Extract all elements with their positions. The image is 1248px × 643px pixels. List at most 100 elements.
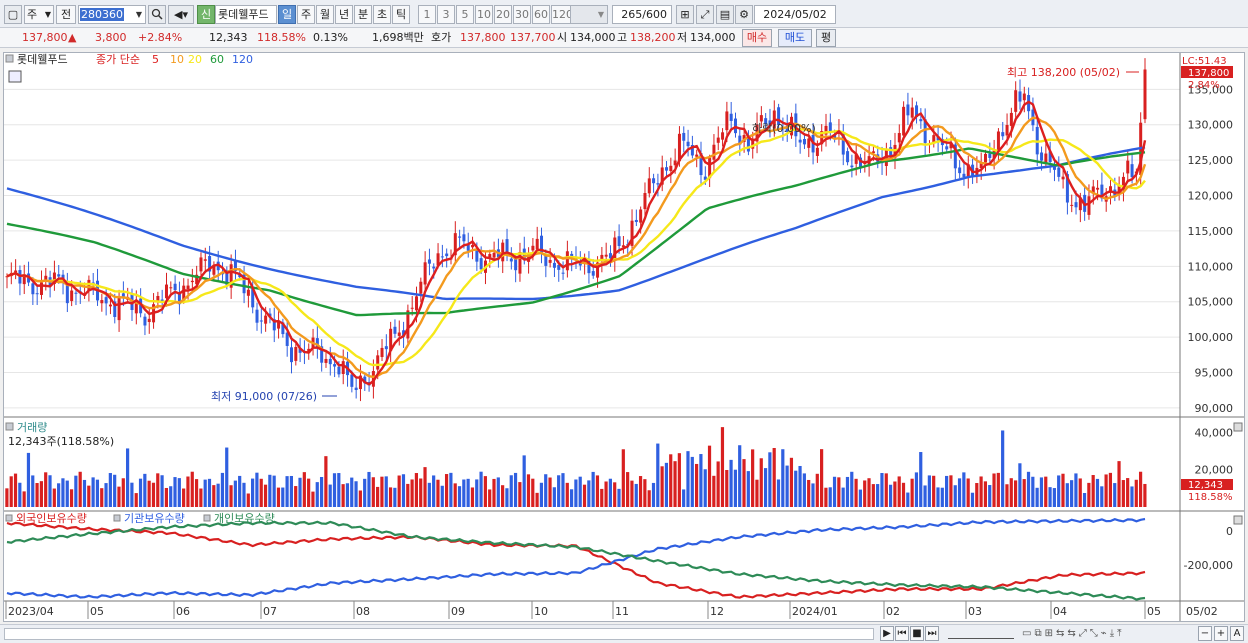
candle-body (74, 292, 78, 294)
volume-bar (638, 476, 643, 507)
y-axis-label: 100,000 (1188, 331, 1234, 344)
eval-button[interactable]: 평 (816, 29, 836, 47)
volume-bar (600, 488, 604, 507)
interval-dropdown[interactable]: ▼ (570, 5, 608, 24)
scrollbar[interactable] (4, 628, 874, 640)
volume-bar (345, 483, 350, 507)
candle-body (548, 259, 552, 263)
interval-button[interactable]: 20 (494, 5, 512, 24)
period-tab[interactable]: 틱 (392, 5, 410, 24)
candle-body (699, 153, 703, 176)
volume-bar (979, 476, 983, 507)
sell-button[interactable]: 매도 (778, 29, 812, 47)
stock-code-input[interactable]: 280360 ▼ (78, 5, 146, 24)
interval-button[interactable]: 5 (456, 5, 474, 24)
period-tab[interactable]: 일 (278, 5, 296, 24)
period-tab[interactable]: 월 (316, 5, 334, 24)
interval-button[interactable]: 10 (475, 5, 493, 24)
period-tab[interactable]: 분 (354, 5, 372, 24)
gear-icon[interactable]: ⚙ (735, 5, 753, 24)
buy-button[interactable]: 매수 (742, 29, 772, 47)
period-tab[interactable]: 초 (373, 5, 391, 24)
volume-bar (440, 485, 444, 507)
pattern-icon[interactable]: ⤢ (696, 5, 714, 24)
play-button[interactable]: ▶ (880, 626, 894, 641)
candle-body (44, 275, 48, 282)
candle-body (363, 376, 367, 384)
interval-button[interactable]: 60 (532, 5, 550, 24)
interval-button[interactable]: 1 (418, 5, 436, 24)
volume-bar (880, 472, 884, 507)
volume-bar (505, 488, 509, 507)
y-axis-label: 115,000 (1188, 225, 1234, 238)
zoom-in-button[interactable]: + (1214, 626, 1228, 641)
legend-series: 종가 단순 (96, 53, 140, 66)
ma-legend: 5 10 20 60 120 (152, 53, 253, 66)
interval-button[interactable]: 120 (551, 5, 573, 24)
interval-button[interactable]: 30 (513, 5, 531, 24)
ma-line (6, 146, 1146, 301)
stop-button[interactable]: ■ (910, 626, 924, 641)
volume-bar (48, 475, 52, 507)
period-tab[interactable]: 년 (335, 5, 353, 24)
volume-bar (91, 477, 95, 507)
change-arrow: ▲ (68, 31, 77, 44)
calculator-icon[interactable] (8, 70, 22, 83)
zoom-out-button[interactable]: − (1198, 626, 1212, 641)
candle-body (587, 260, 591, 274)
candle-body (1126, 160, 1130, 174)
chart-area[interactable]: 135,000 130,000 125,000 120,000 115,000 110,0… (3, 52, 1245, 622)
volume-bar (384, 476, 388, 507)
candle-body (764, 118, 768, 124)
candle-body (35, 293, 39, 295)
chevron-down-icon: ▼ (135, 10, 142, 19)
candle-body (229, 264, 233, 288)
volume-bar (216, 483, 220, 507)
stock-chart[interactable]: 135,000 130,000 125,000 120,000 115,000 110,0… (4, 53, 1244, 621)
volume-bar (897, 476, 901, 507)
volume-bar (376, 486, 380, 507)
period-tab[interactable]: 주 (297, 5, 315, 24)
x-axis-labels: 2023/04 05 06 07 08 09 10 11 12 2024/01 02 03 04 05 05… (5, 601, 1218, 619)
forward-button[interactable]: ⏭ (925, 626, 939, 641)
volume-pct-tag: 118.58% (1188, 492, 1233, 503)
holding-panel-close[interactable] (1233, 515, 1243, 525)
volume-bar (513, 472, 518, 507)
rewind-button[interactable]: ⏮ (895, 626, 909, 641)
volume-bar (151, 482, 156, 507)
interval-button[interactable]: 3 (437, 5, 455, 24)
sound-icon[interactable]: ◀▾ (168, 5, 194, 24)
candle-body (1048, 151, 1052, 163)
auto-zoom-button[interactable]: A (1230, 626, 1244, 641)
bottom-bar: ▶ ⏮ ■ ⏭ ▭⧉⊞⇆⇆⤢⤡⌁⤓⤒ − + A (0, 624, 1248, 643)
volume-bar (1061, 473, 1065, 507)
low-label: 저 (677, 31, 688, 44)
date-input[interactable]: 2024/05/02 (754, 5, 836, 24)
save-icon[interactable]: ▤ (716, 5, 734, 24)
candle-body (87, 279, 91, 292)
all-button[interactable]: 전 (56, 5, 76, 24)
volume-bar (789, 457, 794, 507)
volume-bar (44, 472, 48, 507)
open-price: 134,000 (570, 31, 616, 44)
volume-bar (380, 476, 384, 507)
volume-bar (578, 476, 582, 507)
candle-body (854, 154, 858, 164)
market-select[interactable]: 주 ▼ (24, 5, 54, 24)
volume-bar (867, 478, 871, 507)
search-icon[interactable] (148, 5, 166, 24)
speed-slider[interactable] (948, 629, 1014, 639)
volume-panel-close[interactable] (1233, 422, 1243, 432)
candle-body (949, 143, 953, 149)
candle-body (677, 133, 681, 162)
volume-bar (466, 478, 470, 507)
candle-body (932, 135, 936, 143)
tool-icons[interactable]: ▭⧉⊞⇆⇆⤢⤡⌁⤓⤒ (1022, 628, 1125, 639)
volume-bar (733, 469, 737, 507)
grid-icon[interactable]: ⊞ (676, 5, 694, 24)
volume-bar (1065, 483, 1069, 507)
window-icon[interactable]: ▢ (4, 5, 22, 24)
volume-bar (117, 486, 121, 507)
data-count[interactable]: 265/600 (612, 5, 672, 24)
volume-bar (457, 486, 462, 507)
